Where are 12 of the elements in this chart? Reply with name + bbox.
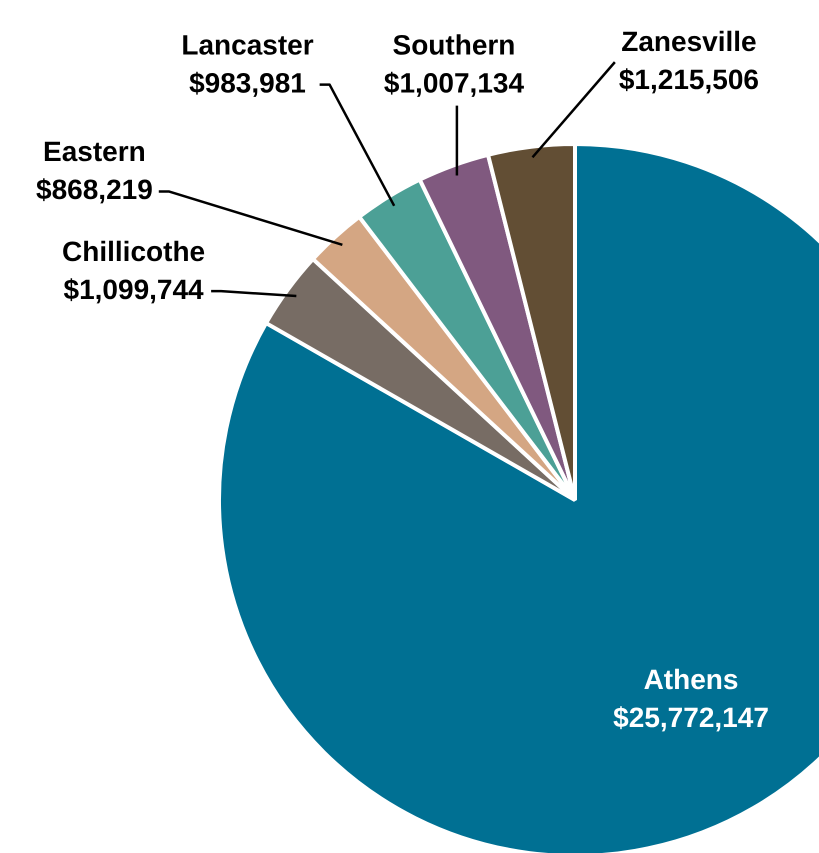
slice-label: Southern — [392, 29, 516, 60]
slice-label: Lancaster — [181, 29, 314, 60]
data-label: $983,981 — [189, 67, 306, 98]
slice-label: Athens — [644, 664, 738, 695]
slice-label: Zanesville — [621, 26, 757, 57]
data-label: $868,219 — [36, 174, 153, 206]
data-label: $1,099,744 — [63, 274, 204, 305]
data-label: $25,772,147 — [613, 702, 769, 733]
slice-label: Chillicothe — [62, 236, 206, 267]
slice-label: Eastern — [43, 136, 146, 168]
data-label: $1,007,134 — [384, 67, 524, 98]
data-label: $1,215,506 — [618, 64, 759, 95]
